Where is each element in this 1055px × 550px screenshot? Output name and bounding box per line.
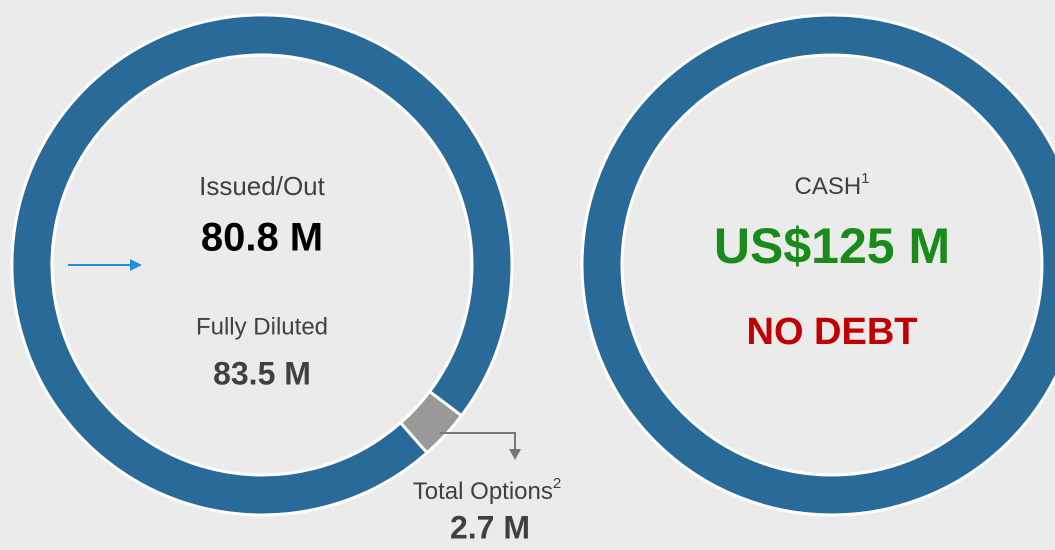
arrow-head xyxy=(130,259,142,271)
ring-outer-edge xyxy=(580,13,1055,517)
options-connector xyxy=(440,432,516,450)
issued-label: Issued/Out xyxy=(199,171,326,201)
options-note: 2 xyxy=(553,475,561,492)
diluted-value: 83.5 M xyxy=(213,355,311,391)
no-debt: NO DEBT xyxy=(747,311,918,353)
donut-segment xyxy=(10,13,514,517)
options-label: Total Options2 xyxy=(413,475,561,505)
cash-label: CASH1 xyxy=(794,170,869,200)
options-text: Total Options xyxy=(413,478,553,505)
cash-amount: US$125 M xyxy=(714,218,950,274)
cash-ring xyxy=(580,13,1055,517)
diluted-label: Fully Diluted xyxy=(196,313,328,340)
issued-value: 80.8 M xyxy=(201,216,323,260)
options-value: 2.7 M xyxy=(450,509,530,545)
ring xyxy=(582,15,1055,515)
donut xyxy=(10,13,514,517)
donut-segment xyxy=(398,389,464,455)
connector-head xyxy=(509,449,521,460)
cash-note: 1 xyxy=(861,170,869,187)
ring-inner-edge xyxy=(620,53,1044,477)
cash-text: CASH xyxy=(794,173,861,200)
